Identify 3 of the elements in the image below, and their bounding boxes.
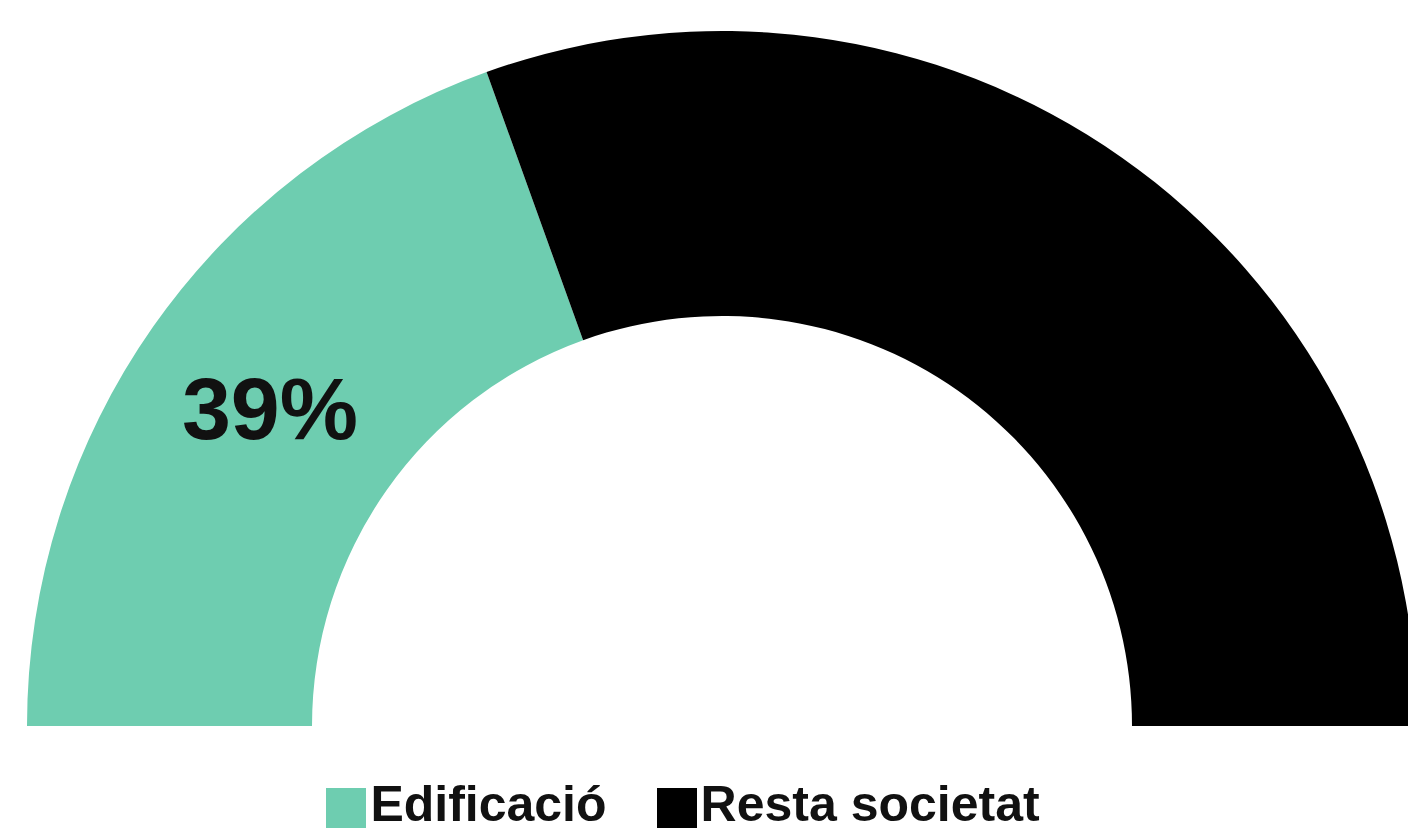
legend-label: Resta societat (700, 776, 1040, 832)
legend-label: Edificació (370, 776, 607, 832)
data-label: 39% (181, 358, 359, 458)
